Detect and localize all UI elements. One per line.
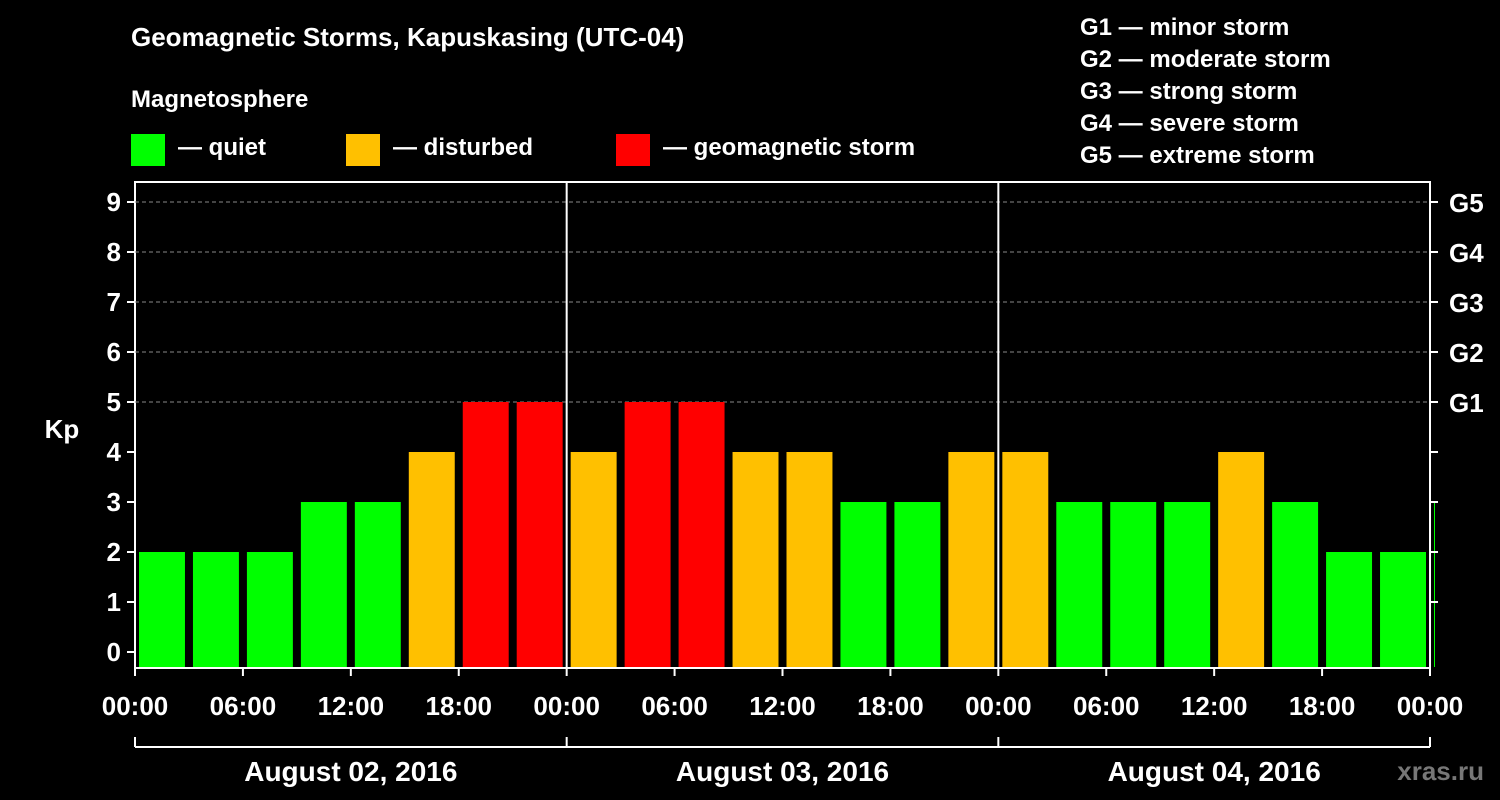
x-tick-label: 12:00 — [1181, 691, 1248, 721]
g-scale-g3: G3 — strong storm — [1080, 78, 1298, 105]
day-label: August 02, 2016 — [244, 756, 457, 787]
g-scale-g1: G1 — minor storm — [1080, 14, 1290, 41]
g-scale-g5: G5 — extreme storm — [1080, 142, 1315, 169]
kp-bar — [1110, 502, 1157, 667]
g-level-label: G3 — [1449, 288, 1484, 318]
kp-bar — [354, 502, 401, 667]
kp-bar — [1434, 502, 1435, 667]
x-tick-label: 00:00 — [533, 691, 600, 721]
legend-heading: Magnetosphere — [131, 86, 309, 113]
kp-bar — [516, 402, 563, 667]
legend-quiet-label: — quiet — [178, 134, 266, 161]
kp-bar — [1380, 552, 1426, 667]
x-tick-label: 00:00 — [1397, 691, 1464, 721]
x-tick-label: 06:00 — [641, 691, 708, 721]
kp-bar — [786, 452, 833, 667]
x-tick-label: 18:00 — [1289, 691, 1356, 721]
kp-bar — [139, 552, 185, 667]
kp-bar — [1272, 502, 1319, 667]
x-tick-label: 06:00 — [210, 691, 277, 721]
legend-quiet-swatch — [131, 134, 165, 166]
kp-bar — [462, 402, 509, 667]
y-tick-label: 9 — [107, 187, 121, 217]
watermark: xras.ru — [1397, 756, 1484, 786]
kp-bar — [1218, 452, 1265, 667]
x-tick-label: 00:00 — [102, 691, 169, 721]
kp-bar — [1326, 552, 1373, 667]
kp-bar — [894, 502, 941, 667]
chart-title: Geomagnetic Storms, Kapuskasing (UTC-04) — [131, 22, 685, 52]
legend-storm-label: — geomagnetic storm — [663, 134, 916, 161]
legend-disturbed-label: — disturbed — [393, 134, 534, 161]
x-tick-label: 18:00 — [426, 691, 493, 721]
y-tick-label: 1 — [107, 587, 121, 617]
day-label: August 04, 2016 — [1108, 756, 1321, 787]
y-axis-label: Kp — [45, 414, 80, 444]
kp-bar — [246, 552, 293, 667]
kp-bar — [192, 552, 239, 667]
x-tick-label: 12:00 — [749, 691, 816, 721]
y-tick-label: 8 — [107, 237, 121, 267]
y-tick-label: 3 — [107, 487, 121, 517]
g-level-label: G1 — [1449, 388, 1484, 418]
kp-bar — [300, 502, 347, 667]
kp-bar — [1002, 452, 1049, 667]
x-tick-label: 12:00 — [318, 691, 385, 721]
x-tick-label: 00:00 — [965, 691, 1032, 721]
y-tick-label: 4 — [107, 437, 122, 467]
kp-bar — [678, 402, 725, 667]
y-tick-label: 7 — [107, 287, 121, 317]
kp-bar — [624, 402, 671, 667]
g-level-label: G5 — [1449, 188, 1484, 218]
legend-storm-swatch — [616, 134, 650, 166]
kp-bar — [1164, 502, 1211, 667]
kp-bar — [948, 452, 995, 667]
legend-disturbed-swatch — [346, 134, 380, 166]
kp-bar — [570, 452, 617, 667]
kp-bar — [732, 452, 779, 667]
g-scale-g4: G4 — severe storm — [1080, 110, 1299, 137]
g-scale-g2: G2 — moderate storm — [1080, 46, 1331, 73]
kp-bar — [840, 502, 887, 667]
g-level-label: G2 — [1449, 338, 1484, 368]
y-tick-label: 5 — [107, 387, 121, 417]
y-tick-label: 0 — [107, 637, 121, 667]
kp-bar — [1056, 502, 1103, 667]
y-tick-label: 2 — [107, 537, 121, 567]
day-label: August 03, 2016 — [676, 756, 889, 787]
g-level-label: G4 — [1449, 238, 1484, 268]
x-tick-label: 18:00 — [857, 691, 924, 721]
kp-bar — [408, 452, 455, 667]
y-tick-label: 6 — [107, 337, 121, 367]
x-tick-label: 06:00 — [1073, 691, 1140, 721]
